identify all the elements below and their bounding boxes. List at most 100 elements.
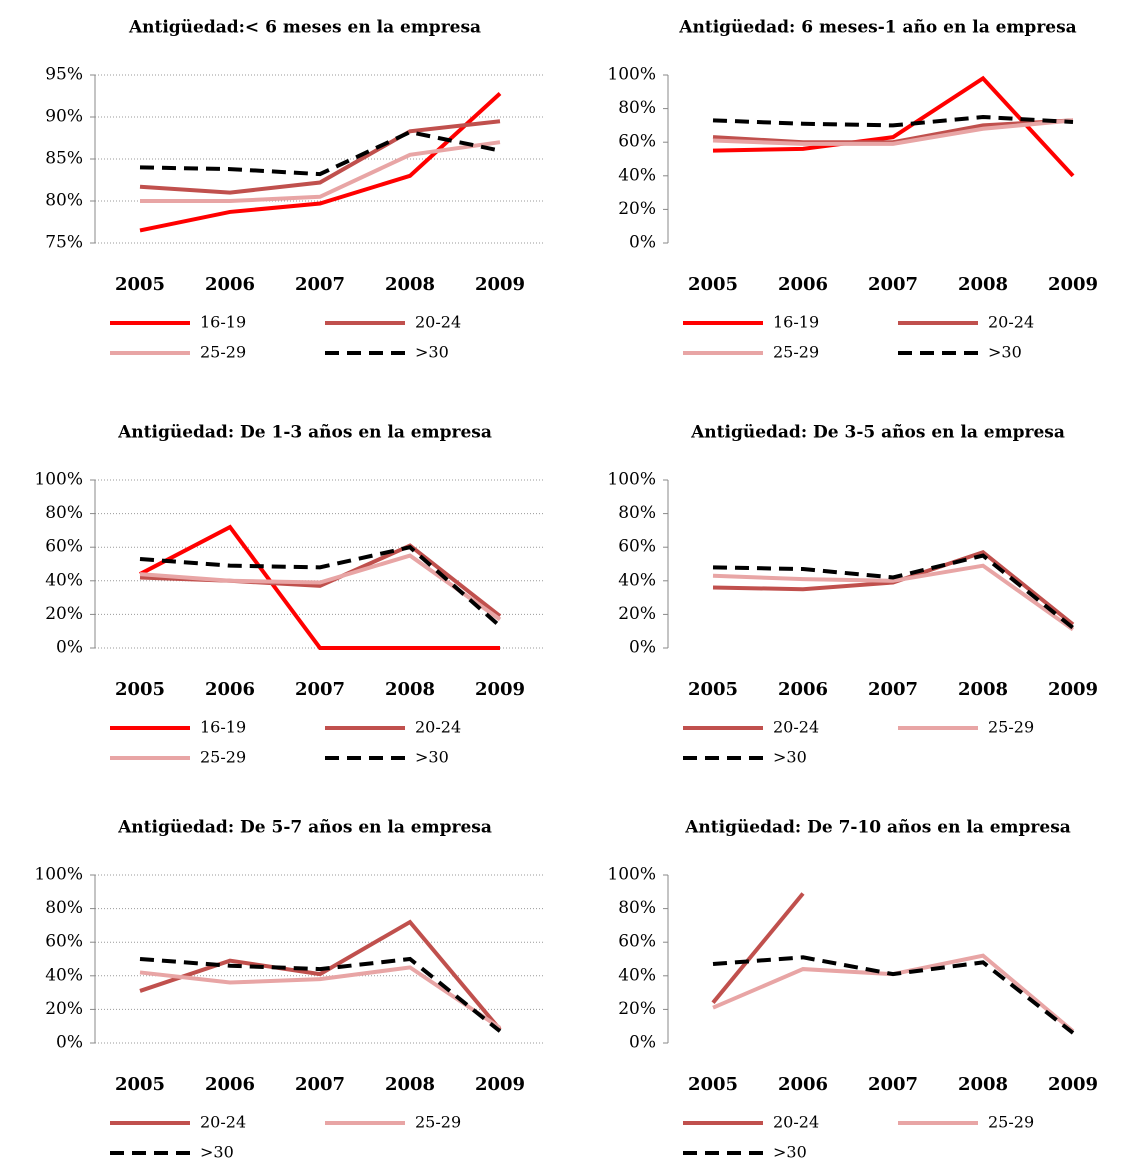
legend-label: >30 xyxy=(773,1143,807,1162)
series-line xyxy=(139,130,501,177)
legend-label: >30 xyxy=(200,1143,234,1162)
y-tick-label: 40% xyxy=(618,570,656,590)
legend-label: >30 xyxy=(415,343,449,362)
y-tick-label: 0% xyxy=(629,1033,656,1053)
chart-title: Antigüedad:< 6 meses en la empresa xyxy=(128,18,481,38)
y-tick-label: 100% xyxy=(607,65,656,85)
y-tick-label: 0% xyxy=(56,638,83,658)
series-line xyxy=(139,92,502,233)
series-line xyxy=(139,919,502,1031)
x-tick-label: 2006 xyxy=(205,1074,255,1095)
legend-label: 20-24 xyxy=(415,313,461,332)
y-tick-label: 60% xyxy=(45,537,83,557)
y-tick-label: 75% xyxy=(45,233,83,253)
series-line xyxy=(712,75,1075,178)
series-line xyxy=(712,563,1075,632)
x-tick-label: 2006 xyxy=(778,274,828,295)
x-tick-label: 2007 xyxy=(868,1074,918,1095)
y-tick-label: 60% xyxy=(618,132,656,152)
x-tick-label: 2005 xyxy=(688,1074,738,1095)
y-tick-label: 20% xyxy=(45,999,83,1019)
series-line xyxy=(139,956,502,1033)
legend-label: 25-29 xyxy=(988,718,1034,737)
series-line xyxy=(712,549,1075,627)
y-tick-label: 40% xyxy=(45,965,83,985)
legend-label: 25-29 xyxy=(200,343,246,362)
x-tick-label: 2007 xyxy=(295,679,345,700)
x-tick-label: 2006 xyxy=(778,1074,828,1095)
y-tick-label: 60% xyxy=(45,932,83,952)
chart-title: Antigüedad: De 1-3 años en la empresa xyxy=(117,423,492,443)
x-tick-label: 2006 xyxy=(205,679,255,700)
legend-label: 16-19 xyxy=(200,313,246,332)
x-tick-label: 2005 xyxy=(688,679,738,700)
y-tick-label: 100% xyxy=(34,865,83,885)
x-tick-label: 2005 xyxy=(115,1074,165,1095)
legend-label: >30 xyxy=(773,748,807,767)
legend-label: 20-24 xyxy=(200,1113,246,1132)
x-tick-label: 2005 xyxy=(688,274,738,295)
y-tick-label: 100% xyxy=(607,470,656,490)
x-tick-label: 2007 xyxy=(295,1074,345,1095)
x-tick-label: 2009 xyxy=(1048,1074,1098,1095)
x-tick-label: 2008 xyxy=(385,679,435,700)
x-tick-label: 2006 xyxy=(778,679,828,700)
y-tick-label: 20% xyxy=(45,604,83,624)
y-tick-label: 60% xyxy=(618,932,656,952)
series-line xyxy=(712,114,1074,128)
y-tick-label: 0% xyxy=(629,233,656,253)
y-tick-label: 20% xyxy=(618,999,656,1019)
y-tick-label: 80% xyxy=(618,503,656,523)
x-tick-label: 2009 xyxy=(475,1074,525,1095)
x-tick-label: 2008 xyxy=(385,274,435,295)
y-tick-label: 0% xyxy=(629,638,656,658)
legend-label: 25-29 xyxy=(415,1113,461,1132)
legend-label: 16-19 xyxy=(773,313,819,332)
chart-title: Antigüedad: De 7-10 años en la empresa xyxy=(684,818,1071,838)
x-tick-label: 2006 xyxy=(205,274,255,295)
x-tick-label: 2005 xyxy=(115,274,165,295)
x-tick-label: 2009 xyxy=(475,274,525,295)
series-line xyxy=(712,953,1075,1033)
x-tick-label: 2009 xyxy=(1048,274,1098,295)
y-tick-label: 60% xyxy=(618,537,656,557)
legend-label: 16-19 xyxy=(200,718,246,737)
x-tick-label: 2009 xyxy=(475,679,525,700)
y-tick-label: 20% xyxy=(618,604,656,624)
y-tick-label: 80% xyxy=(45,191,83,211)
y-tick-label: 20% xyxy=(618,199,656,219)
y-tick-label: 40% xyxy=(45,570,83,590)
y-tick-label: 40% xyxy=(618,165,656,185)
x-tick-label: 2008 xyxy=(958,679,1008,700)
legend-label: 20-24 xyxy=(773,718,819,737)
series-line xyxy=(139,545,502,628)
y-tick-label: 100% xyxy=(607,865,656,885)
x-tick-label: 2007 xyxy=(295,274,345,295)
legend-label: 20-24 xyxy=(988,313,1034,332)
legend-label: 25-29 xyxy=(200,748,246,767)
y-tick-label: 100% xyxy=(34,470,83,490)
chart-title: Antigüedad: 6 meses-1 año en la empresa xyxy=(678,18,1076,38)
x-tick-label: 2005 xyxy=(115,679,165,700)
y-tick-label: 95% xyxy=(45,65,83,85)
legend-label: 20-24 xyxy=(773,1113,819,1132)
y-tick-label: 90% xyxy=(45,107,83,127)
series-line xyxy=(712,955,1075,1035)
series-line xyxy=(140,140,501,203)
x-tick-label: 2007 xyxy=(868,679,918,700)
legend-label: >30 xyxy=(415,748,449,767)
series-line xyxy=(139,553,502,622)
series-line xyxy=(139,119,501,195)
y-tick-label: 0% xyxy=(56,1033,83,1053)
series-line xyxy=(139,524,500,650)
series-line xyxy=(712,118,1074,146)
chart-title: Antigüedad: De 5-7 años en la empresa xyxy=(117,818,492,838)
series-line xyxy=(139,965,502,1030)
y-tick-label: 40% xyxy=(618,965,656,985)
x-tick-label: 2007 xyxy=(868,274,918,295)
y-tick-label: 80% xyxy=(618,98,656,118)
chart-title: Antigüedad: De 3-5 años en la empresa xyxy=(690,423,1065,443)
y-tick-label: 80% xyxy=(45,898,83,918)
legend-label: 25-29 xyxy=(773,343,819,362)
legend-label: >30 xyxy=(988,343,1022,362)
